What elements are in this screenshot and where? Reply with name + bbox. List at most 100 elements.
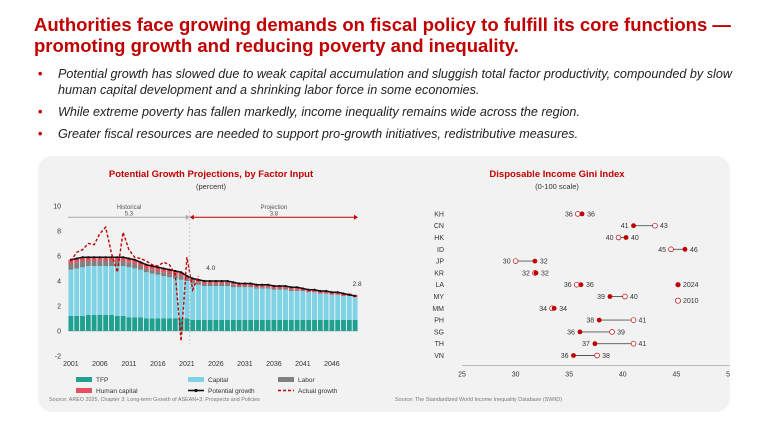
x-tick-label: 35 [565,371,573,378]
bar-segment [294,319,300,331]
bar-segment [68,259,74,264]
bar-segment [271,288,277,290]
bullet-marker: • [38,127,43,141]
x-tick-label: 2021 [179,361,195,368]
bar-segment [207,319,213,331]
bar-segment [178,276,184,280]
bar-segment [248,319,254,331]
bar-segment [149,273,155,319]
bar-segment [300,291,306,320]
point-2024 [578,282,584,288]
y-tick-label: 8 [57,229,61,236]
potential-growth-point [133,258,136,261]
bar-segment [225,319,230,331]
bar-segment [277,288,283,290]
category-label: TH [435,341,444,348]
legend-label: Human capital [96,388,138,395]
x-tick-label: 45 [673,371,681,378]
bar-segment [341,319,346,331]
bar-segment [178,318,184,331]
bar-segment [161,318,167,331]
bar-segment [167,269,172,274]
bar-segment [143,268,149,273]
potential-growth-point [319,289,322,293]
bar-segment [91,257,97,261]
potential-growth-point [127,257,130,260]
potential-growth-point [255,283,258,286]
value-label-left: 36 [564,282,572,289]
bar-segment [85,257,91,261]
point-2024 [571,353,576,358]
potential-growth-point [354,294,357,298]
value-label-left: 36 [561,353,569,360]
point-2010 [573,281,580,288]
bar-segment [265,319,271,331]
bar-segment [236,286,242,288]
bar-segment [184,278,190,281]
bar-segment [114,257,120,261]
bar-segment [74,262,80,269]
bar-segment [219,283,225,286]
potential-growth-point [191,277,194,280]
potential-growth-point [75,257,78,260]
bar-segment [138,269,143,318]
bar-segment [109,314,114,331]
bar-segment [213,286,219,320]
bar-segment [97,314,103,331]
bar-segment [254,284,259,288]
bar-segment [196,279,201,283]
point-2024 [533,270,539,276]
bar-segment [323,319,329,331]
bar-segment [283,288,288,290]
point-2010 [512,258,519,264]
bar-segment [161,268,167,273]
potential-growth-point [162,267,165,270]
gini-chart-subtitle: (0-100 scale) [535,182,579,191]
bar-segment [323,291,329,294]
bar-segment [283,289,288,320]
bar-segment [184,281,190,319]
bar-segment [109,257,114,261]
y-tick-label: 0 [57,329,61,336]
legend-label: 2024 [683,282,699,289]
bar-segment [225,286,230,320]
bar-segment [201,283,207,286]
bar-segment [190,283,196,320]
point-2024 [579,211,585,217]
bar-segment [167,318,172,331]
potential-growth-point [330,291,333,294]
bar-segment [85,261,91,266]
bar-segment [196,284,201,320]
bar-segment [259,288,265,320]
bar-segment [341,296,346,320]
bar-segment [138,262,143,266]
annotation-end: 2.8 [353,281,362,288]
bar-segment [306,319,312,331]
potential-growth-point [301,287,304,290]
bar-segment [201,286,207,320]
potential-growth-point [197,278,200,281]
category-label: VN [434,353,444,360]
bar-segment [265,288,271,320]
bar-segment [213,283,219,286]
bar-segment [312,289,317,293]
bar-segment [97,261,103,266]
y-tick-label: 10 [53,204,61,211]
bar-segment [335,294,341,320]
value-label-right: 43 [660,223,668,230]
x-tick-label: 2031 [237,361,253,368]
bar-segment [352,297,358,320]
bar-segment [149,318,155,331]
bar-segment [306,292,312,320]
bar-segment [85,266,91,315]
point-2024 [551,305,557,311]
potential-growth-point [139,261,142,264]
bar-segment [97,257,103,261]
category-label: JP [436,259,445,266]
potential-growth-point [226,279,229,283]
x-tick-label: 2011 [121,361,136,368]
bar-segment [103,314,109,331]
bar-segment [346,296,352,320]
bar-segment [196,319,201,331]
bar-segment [213,319,219,331]
